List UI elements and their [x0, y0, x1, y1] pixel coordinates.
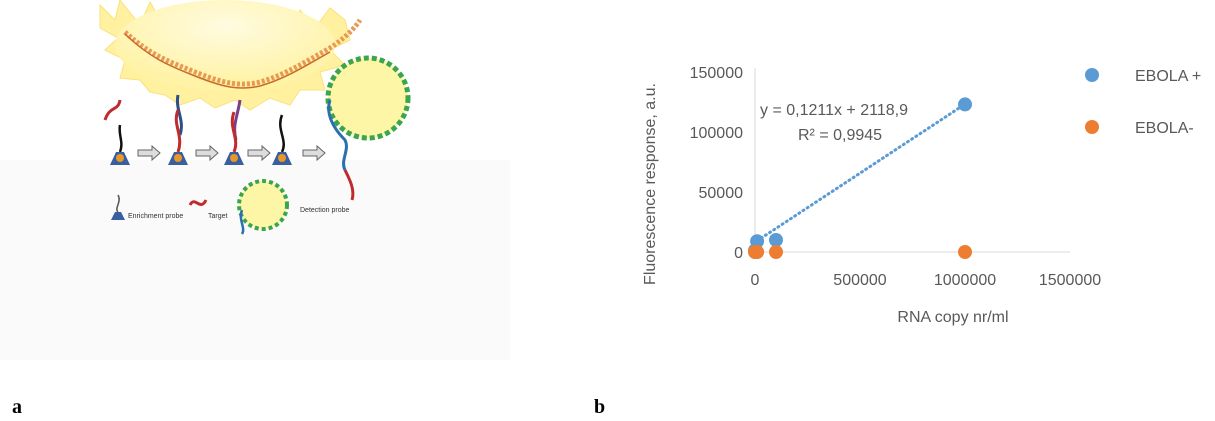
trendline	[755, 102, 967, 243]
scatter-chart: 0 500000 1000000 1500000050000100000150000 …	[642, 65, 1201, 326]
legend-label: EBOLA +	[1135, 68, 1201, 85]
detection-probe-large	[325, 55, 411, 201]
data-point-ebola	[750, 245, 765, 259]
sun-shape	[99, 0, 351, 111]
panel-label-a: a	[12, 396, 22, 418]
data-point-ebola	[769, 245, 783, 259]
x-tick-label: 500000	[833, 272, 886, 289]
panel-b-chart: 0 500000 1000000 1500000 0 50000 100000 150000 …	[600, 0, 1215, 370]
x-tick-label: 1000000	[934, 272, 996, 289]
y-tick-label: 150000	[690, 65, 743, 82]
data-points	[748, 97, 972, 259]
x-axis-label: RNA copy nr/ml	[897, 309, 1008, 326]
y-tick-label: 50000	[699, 185, 744, 202]
y-tick-label: 0	[734, 245, 743, 262]
probe-sequence-row	[103, 99, 326, 165]
panel-a-schematic: Enrichment probe Target Detection probe	[0, 0, 520, 370]
legend-label: EBOLA-	[1135, 120, 1194, 137]
schematic-illustration: Enrichment probe Target Detection probe	[0, 0, 510, 360]
x-tick-label: 1500000	[1039, 272, 1101, 289]
axes	[749, 68, 1070, 253]
trendline-r-squared: R² = 0,9945	[798, 127, 882, 144]
data-point-ebola	[958, 97, 972, 112]
y-axis-label: Fluorescence response, a.u.	[642, 83, 659, 285]
legend-target-label: Target	[208, 213, 228, 220]
panel-label-b: b	[594, 396, 606, 418]
trendline-equation: y = 0,1211x + 2118,9	[760, 102, 908, 119]
legend-marker	[1085, 68, 1099, 82]
trendline-group	[755, 102, 967, 243]
data-point-ebola	[750, 234, 765, 249]
schematic-legend: Enrichment probe Target Detection probe	[111, 179, 350, 235]
data-point-ebola	[958, 245, 972, 259]
legend-detection-probe-label: Detection probe	[300, 207, 350, 214]
chart-legend: EBOLA + EBOLA-	[1085, 68, 1201, 137]
x-tick-label: 0	[751, 272, 760, 289]
legend-marker	[1085, 120, 1099, 134]
tick-labels: 0 500000 1000000 1500000 0 50000 100000 150000	[690, 65, 1102, 289]
dna-strand	[123, 18, 363, 87]
data-point-ebola	[769, 233, 783, 247]
legend-enrichment-probe-label: Enrichment probe	[128, 213, 183, 220]
y-tick-label: 100000	[690, 125, 743, 142]
